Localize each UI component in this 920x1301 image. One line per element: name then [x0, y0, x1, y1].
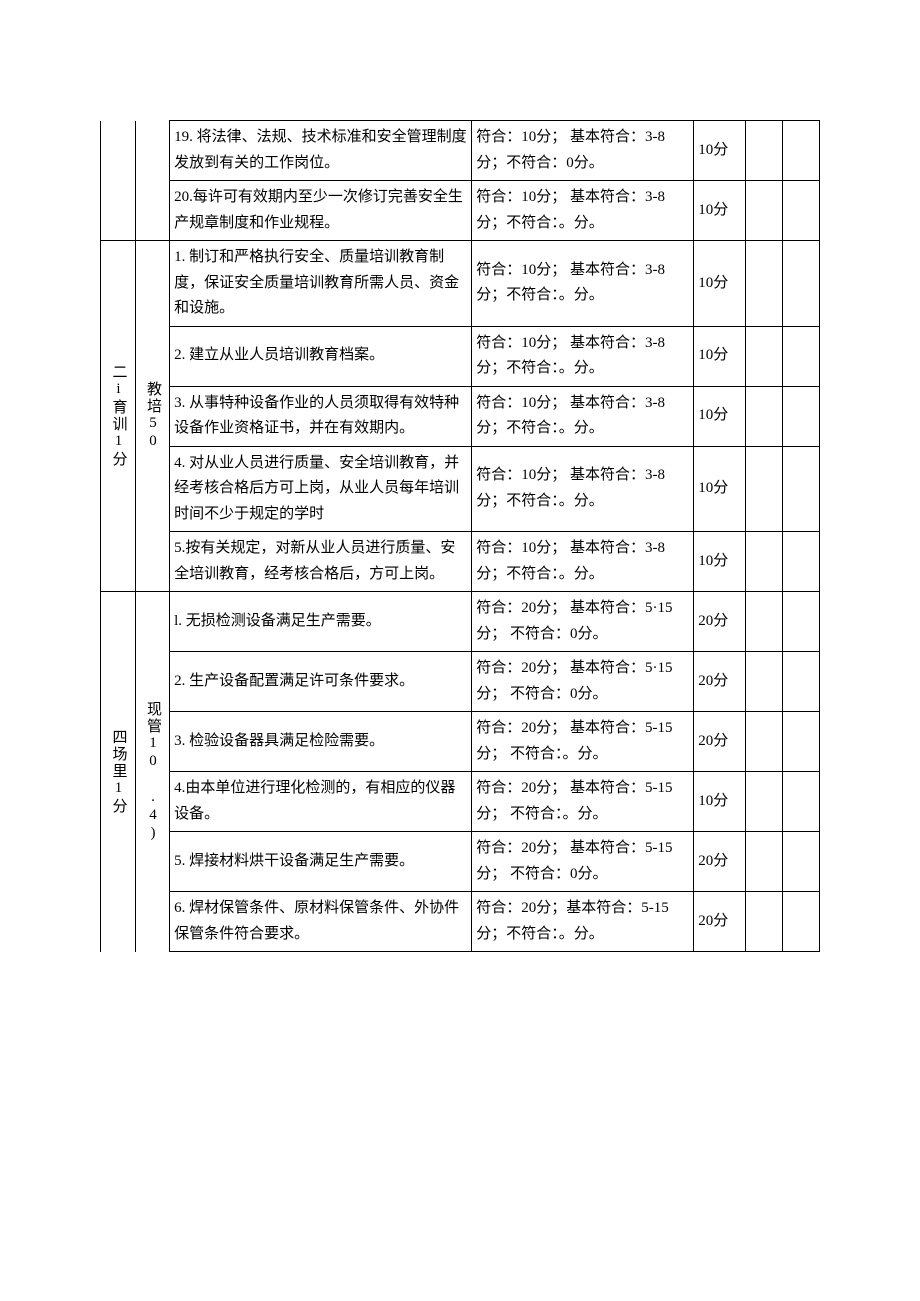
blank-cell — [745, 652, 782, 712]
criteria-cell: 符合：20分； 基本符合：5-15分； 不符合：。分。 — [472, 772, 694, 832]
blank-cell — [782, 592, 819, 652]
blank-cell — [745, 532, 782, 592]
blank-cell — [782, 532, 819, 592]
blank-cell — [745, 592, 782, 652]
item-cell: 3. 从事特种设备作业的人员须取得有效特种设备作业资格证书，并在有效期内。 — [170, 386, 472, 446]
item-cell: 5.按有关规定，对新从业人员进行质量、安全培训教育，经考核合格后，方可上岗。 — [170, 532, 472, 592]
blank-cell — [745, 446, 782, 532]
table-row: 20.每许可有效期内至少一次修订完善安全生产规章制度和作业规程。 符合：10分；… — [101, 181, 820, 241]
subcategory-label: 现管10 .4) — [140, 701, 166, 843]
blank-cell — [782, 892, 819, 952]
item-cell: 5. 焊接材料烘干设备满足生产需要。 — [170, 832, 472, 892]
blank-cell — [745, 832, 782, 892]
blank-cell — [745, 892, 782, 952]
criteria-cell: 符合：10分； 基本符合：3-8分；不符合：。分。 — [472, 446, 694, 532]
score-cell: 10分 — [694, 326, 746, 386]
category-label: 二i育训1分 — [105, 364, 131, 468]
score-cell: 20分 — [694, 832, 746, 892]
item-cell: l. 无损检测设备满足生产需要。 — [170, 592, 472, 652]
subcategory-label: 教培50 — [140, 381, 166, 451]
criteria-cell: 符合：20分； 基本符合：5-15分； 不符合：。分。 — [472, 712, 694, 772]
blank-cell — [782, 772, 819, 832]
score-cell: 10分 — [694, 772, 746, 832]
criteria-cell: 符合：20分； 基本符合：5-15分； 不符合：0分。 — [472, 832, 694, 892]
subcategory-cell: 教培50 — [135, 241, 170, 592]
item-cell: 20.每许可有效期内至少一次修订完善安全生产规章制度和作业规程。 — [170, 181, 472, 241]
category-cell: 二i育训1分 — [101, 241, 136, 592]
score-cell: 20分 — [694, 652, 746, 712]
blank-cell — [782, 832, 819, 892]
table-row: 4. 对从业人员进行质量、安全培训教育，并经考核合格后方可上岗，从业人员每年培训… — [101, 446, 820, 532]
criteria-cell: 符合：10分； 基本符合：3-8分；不符合：。分。 — [472, 386, 694, 446]
category-label: 四场里1分 — [105, 729, 131, 815]
blank-cell — [745, 712, 782, 772]
subcategory-cell — [135, 121, 170, 241]
criteria-cell: 符合：10分； 基本符合：3-8分；不符合：。分。 — [472, 241, 694, 327]
blank-cell — [782, 712, 819, 772]
score-cell: 20分 — [694, 592, 746, 652]
table-row: 2. 生产设备配置满足许可条件要求。 符合：20分； 基本符合：5·15分； 不… — [101, 652, 820, 712]
criteria-cell: 符合：20分； 基本符合：5·15分； 不符合：0分。 — [472, 592, 694, 652]
blank-cell — [782, 386, 819, 446]
criteria-cell: 符合：10分； 基本符合：3-8分；不符合：0分。 — [472, 121, 694, 181]
criteria-cell: 符合：10分； 基本符合：3-8分；不符合：。分。 — [472, 532, 694, 592]
item-cell: 2. 建立从业人员培训教育档案。 — [170, 326, 472, 386]
criteria-cell: 符合：20分； 基本符合：5·15分； 不符合：0分。 — [472, 652, 694, 712]
blank-cell — [782, 241, 819, 327]
table-row: 19. 将法律、法规、技术标准和安全管理制度发放到有关的工作岗位。 符合：10分… — [101, 121, 820, 181]
item-cell: 19. 将法律、法规、技术标准和安全管理制度发放到有关的工作岗位。 — [170, 121, 472, 181]
subcategory-cell: 现管10 .4) — [135, 592, 170, 952]
score-cell: 10分 — [694, 532, 746, 592]
score-cell: 10分 — [694, 181, 746, 241]
blank-cell — [782, 652, 819, 712]
blank-cell — [745, 121, 782, 181]
blank-cell — [782, 326, 819, 386]
score-cell: 20分 — [694, 712, 746, 772]
score-cell: 10分 — [694, 446, 746, 532]
blank-cell — [745, 326, 782, 386]
category-cell: 四场里1分 — [101, 592, 136, 952]
item-cell: 4.由本单位进行理化检测的，有相应的仪器设备。 — [170, 772, 472, 832]
table-row: 3. 检验设备器具满足检险需要。 符合：20分； 基本符合：5-15分； 不符合… — [101, 712, 820, 772]
table-row: 4.由本单位进行理化检测的，有相应的仪器设备。 符合：20分； 基本符合：5-1… — [101, 772, 820, 832]
blank-cell — [782, 181, 819, 241]
blank-cell — [782, 446, 819, 532]
score-cell: 10分 — [694, 386, 746, 446]
blank-cell — [745, 241, 782, 327]
item-cell: 3. 检验设备器具满足检险需要。 — [170, 712, 472, 772]
table-row: 5. 焊接材料烘干设备满足生产需要。 符合：20分； 基本符合：5-15分； 不… — [101, 832, 820, 892]
table-row: 3. 从事特种设备作业的人员须取得有效特种设备作业资格证书，并在有效期内。 符合… — [101, 386, 820, 446]
category-cell — [101, 121, 136, 241]
page-container: 19. 将法律、法规、技术标准和安全管理制度发放到有关的工作岗位。 符合：10分… — [0, 0, 920, 992]
item-cell: 1. 制订和严格执行安全、质量培训教育制度，保证安全质量培训教育所需人员、资金和… — [170, 241, 472, 327]
blank-cell — [745, 772, 782, 832]
table-row: 二i育训1分 教培50 1. 制订和严格执行安全、质量培训教育制度，保证安全质量… — [101, 241, 820, 327]
criteria-cell: 符合：10分； 基本符合：3-8分；不符合：。分。 — [472, 326, 694, 386]
table-row: 2. 建立从业人员培训教育档案。 符合：10分； 基本符合：3-8分；不符合：。… — [101, 326, 820, 386]
score-cell: 10分 — [694, 241, 746, 327]
criteria-cell: 符合：20分；基本符合：5-15分；不符合：。分。 — [472, 892, 694, 952]
item-cell: 6. 焊材保管条件、原材料保管条件、外协件保管条件符合要求。 — [170, 892, 472, 952]
evaluation-table: 19. 将法律、法规、技术标准和安全管理制度发放到有关的工作岗位。 符合：10分… — [100, 120, 820, 952]
score-cell: 10分 — [694, 121, 746, 181]
blank-cell — [745, 386, 782, 446]
criteria-cell: 符合：10分； 基本符合：3-8分；不符合：。分。 — [472, 181, 694, 241]
table-row: 6. 焊材保管条件、原材料保管条件、外协件保管条件符合要求。 符合：20分；基本… — [101, 892, 820, 952]
table-row: 四场里1分 现管10 .4) l. 无损检测设备满足生产需要。 符合：20分； … — [101, 592, 820, 652]
item-cell: 2. 生产设备配置满足许可条件要求。 — [170, 652, 472, 712]
blank-cell — [782, 121, 819, 181]
blank-cell — [745, 181, 782, 241]
score-cell: 20分 — [694, 892, 746, 952]
table-row: 5.按有关规定，对新从业人员进行质量、安全培训教育，经考核合格后，方可上岗。 符… — [101, 532, 820, 592]
item-cell: 4. 对从业人员进行质量、安全培训教育，并经考核合格后方可上岗，从业人员每年培训… — [170, 446, 472, 532]
